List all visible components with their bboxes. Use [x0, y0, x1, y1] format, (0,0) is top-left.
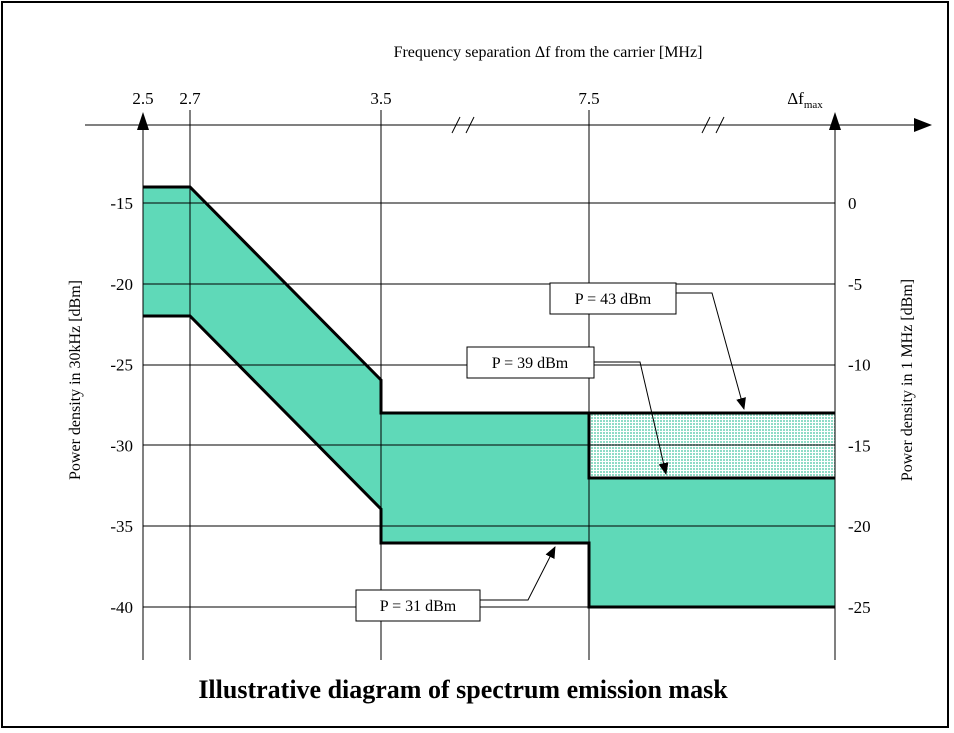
left-axis-label: Power density in 30kHz [dBm]	[67, 280, 84, 480]
x-tick-labels: 2.5 2.7 3.5 7.5 Δfmax	[132, 89, 823, 111]
right-tick-label: -15	[848, 436, 871, 455]
callout-39dbm: P = 39 dBm	[466, 346, 669, 475]
left-tick-label: -30	[110, 436, 133, 455]
x-tick-label: Δfmax	[787, 89, 823, 111]
right-tick-label: -25	[848, 598, 871, 617]
right-tick-labels: 0 -5 -10 -15 -20 -25	[848, 194, 871, 617]
vertical-gridlines	[189, 110, 590, 660]
right-tick-label: -20	[848, 517, 871, 536]
x-tick-label: 2.7	[179, 89, 201, 108]
callout-31dbm-label: P = 31 dBm	[380, 598, 457, 615]
callout-31dbm: P = 31 dBm	[355, 546, 556, 622]
x-tick-label: 2.5	[132, 89, 153, 108]
right-axis-label: Power density in 1 MHz [dBm]	[899, 279, 916, 481]
top-axis-arrowhead	[914, 118, 932, 132]
chart-title: Illustrative diagram of spectrum emissio…	[198, 675, 728, 704]
left-tick-label: -20	[110, 275, 133, 294]
callout-43dbm: P = 43 dBm	[549, 282, 746, 410]
callout-39dbm-label: P = 39 dBm	[492, 355, 569, 372]
x-tick-label: 3.5	[370, 89, 391, 108]
right-axis-arrowhead	[829, 112, 841, 130]
line-43dbm	[143, 185, 835, 415]
top-axis-label: Frequency separation Δf from the carrier…	[394, 44, 703, 61]
left-tick-label: -25	[110, 356, 133, 375]
right-tick-label: 0	[848, 194, 857, 213]
x-tick-label: 7.5	[578, 89, 599, 108]
callout-43dbm-label: P = 43 dBm	[575, 291, 652, 308]
line-31dbm	[143, 314, 835, 609]
axes	[85, 124, 920, 660]
left-tick-label: -15	[110, 194, 133, 213]
left-tick-labels: -15 -20 -25 -30 -35 -40	[110, 194, 133, 617]
left-tick-label: -35	[110, 517, 133, 536]
left-tick-label: -40	[110, 598, 133, 617]
mask-band-main	[143, 187, 835, 607]
axis-break-marks	[451, 116, 725, 134]
right-tick-label: -10	[848, 356, 871, 375]
line-39dbm	[587, 413, 835, 480]
right-tick-label: -5	[848, 275, 862, 294]
left-axis-arrowhead	[137, 112, 149, 130]
